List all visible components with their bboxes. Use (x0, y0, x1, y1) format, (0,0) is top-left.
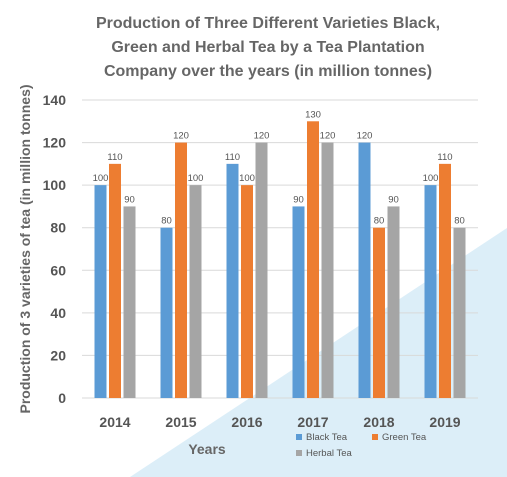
bar-black-tea (160, 227, 173, 398)
legend-swatch (372, 434, 378, 440)
data-label: 110 (107, 152, 122, 163)
bar-black-tea (424, 185, 437, 398)
data-label: 120 (357, 131, 373, 142)
chart-title-line-1: Production of Three Different Varieties … (96, 15, 440, 32)
x-tick-label: 2015 (165, 414, 196, 430)
bar-black-tea (94, 185, 107, 398)
y-axis-ticks: 0 20 40 60 80 100 120 140 (43, 92, 67, 406)
data-label: 80 (454, 216, 465, 227)
data-label: 130 (305, 109, 321, 120)
legend: Black Tea Green Tea Herbal Tea (296, 432, 427, 459)
legend-label: Black Tea (306, 432, 348, 443)
bar-black-tea (292, 206, 305, 398)
x-axis-ticks: 2014 2015 2016 2017 2018 2019 (99, 414, 460, 430)
data-label: 100 (188, 173, 204, 184)
data-label: 120 (320, 131, 336, 142)
y-tick-label: 80 (50, 220, 66, 236)
data-label: 80 (374, 216, 385, 227)
bar-green-tea (307, 121, 319, 399)
bar-herbal-tea (453, 227, 466, 398)
data-label: 110 (225, 152, 240, 163)
x-axis-title: Years (188, 441, 226, 457)
bar-green-tea (109, 163, 121, 398)
bar-herbal-tea (189, 185, 202, 398)
data-label: 110 (437, 152, 452, 163)
data-label: 100 (423, 173, 439, 184)
data-label: 90 (124, 194, 135, 205)
data-label: 120 (254, 131, 270, 142)
bar-herbal-tea (387, 206, 400, 398)
x-tick-label: 2017 (297, 414, 328, 430)
legend-swatch (296, 450, 302, 456)
data-label: 120 (173, 131, 189, 142)
bar-green-tea (373, 227, 385, 398)
bar-green-tea (175, 142, 187, 398)
y-tick-label: 60 (50, 262, 66, 278)
y-axis-title: Production of 3 varieties of tea (in mil… (17, 84, 33, 413)
x-tick-label: 2014 (99, 414, 130, 430)
data-label: 100 (93, 173, 109, 184)
legend-swatch (296, 434, 302, 440)
y-tick-label: 20 (50, 347, 66, 363)
bar-herbal-tea (321, 142, 334, 398)
bar-green-tea (439, 163, 451, 398)
chart-title-line-3: Company over the years (in million tonne… (104, 63, 432, 80)
y-tick-label: 120 (43, 135, 67, 151)
x-tick-label: 2018 (363, 414, 394, 430)
legend-label: Herbal Tea (306, 448, 352, 459)
data-label: 100 (239, 173, 255, 184)
bars (94, 121, 466, 399)
bar-herbal-tea (123, 206, 136, 398)
y-tick-label: 140 (43, 92, 67, 108)
chart-title-line-2: Green and Herbal Tea by a Tea Plantation (111, 39, 424, 56)
data-label: 90 (293, 194, 304, 205)
gridlines (82, 99, 478, 399)
data-label: 90 (388, 194, 399, 205)
bar-herbal-tea (255, 142, 268, 398)
bar-black-tea (226, 163, 239, 398)
y-tick-label: 100 (43, 177, 67, 193)
legend-label: Green Tea (382, 432, 427, 443)
data-label: 80 (161, 216, 172, 227)
y-tick-label: 40 (50, 305, 66, 321)
x-tick-label: 2016 (231, 414, 262, 430)
bar-green-tea (241, 185, 253, 398)
bar-black-tea (358, 142, 371, 398)
y-tick-label: 0 (58, 390, 66, 406)
x-tick-label: 2019 (429, 414, 460, 430)
